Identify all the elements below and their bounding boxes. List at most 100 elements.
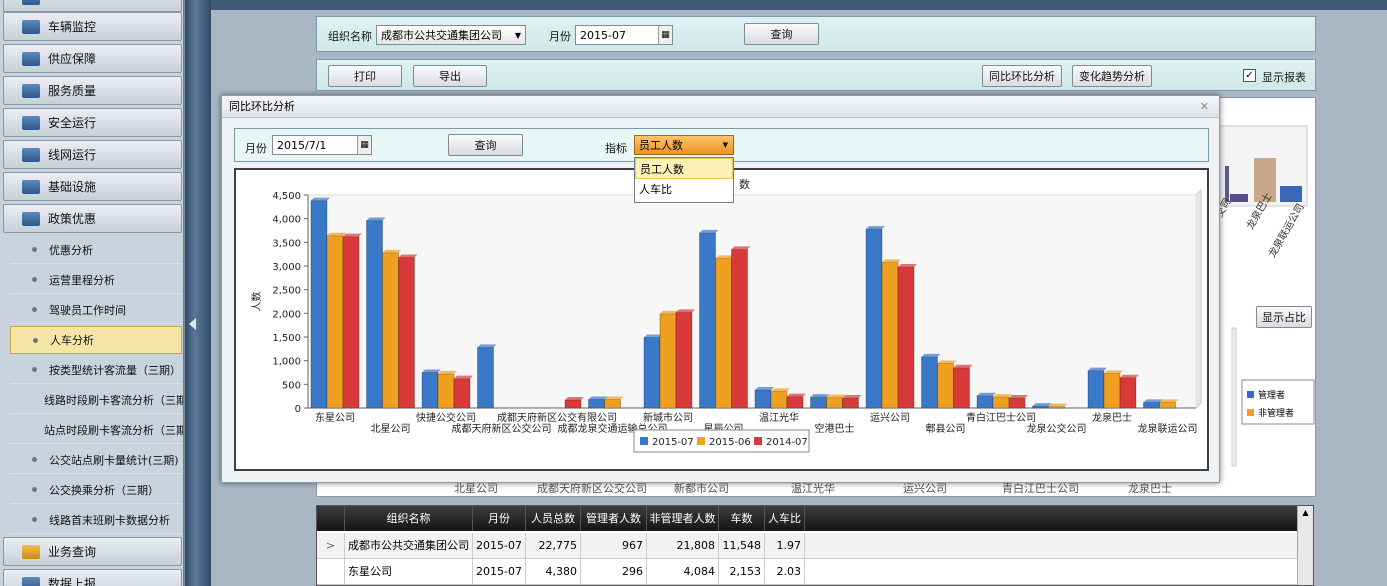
close-icon[interactable]: ✕ xyxy=(1199,100,1209,113)
sidebar-sub-item-active[interactable]: 人车分析 xyxy=(10,326,182,354)
table-header-cell[interactable]: 人车比 xyxy=(765,506,805,531)
bullet-icon xyxy=(32,487,37,492)
sidebar-item-infrastructure[interactable]: 基础设施 xyxy=(3,172,182,201)
sidebar-item-data-report[interactable]: 数据上报 xyxy=(3,569,182,586)
bar-top xyxy=(438,370,457,374)
bar-top xyxy=(366,217,386,221)
bar-top xyxy=(699,229,719,233)
monitor-icon xyxy=(22,19,40,34)
table-cell: 东星公司 xyxy=(345,559,473,585)
y-tick-label: 1,500 xyxy=(272,333,301,344)
y-tick-label: 2,000 xyxy=(272,309,301,320)
sidebar-item-top[interactable] xyxy=(3,0,182,12)
bar xyxy=(715,257,732,409)
y-tick-label: 500 xyxy=(282,380,301,391)
x-tick-label: 成都天府新区公交有限公司 xyxy=(497,411,617,424)
sidebar-sub-item[interactable]: 站点时段刷卡客流分析（三期） xyxy=(10,416,184,444)
sidebar-sub-item[interactable]: 优惠分析 xyxy=(10,236,182,264)
bg-x-label: 龙泉联运公司 xyxy=(1265,201,1306,259)
supply-icon xyxy=(22,51,40,66)
metric-select[interactable]: 员工人数 ▼ xyxy=(634,135,734,155)
sidebar-sub-item[interactable]: 线路时段刷卡客流分析（三期） xyxy=(10,386,183,414)
table-header-cell[interactable]: 月份 xyxy=(473,506,526,531)
dialog-title-bar[interactable]: 同比环比分析 xyxy=(222,96,1219,118)
query-button[interactable]: 查询 xyxy=(744,23,819,45)
bg-plot-area xyxy=(1231,327,1237,467)
table-row[interactable]: > 成都市公共交通集团公司 2015-07 22,775 967 21,808 … xyxy=(317,533,1297,559)
table-header-cell[interactable]: 车数 xyxy=(719,506,765,531)
sidebar-sub-item[interactable]: 线路首末班刷卡数据分析 xyxy=(10,506,182,534)
infrastructure-icon xyxy=(22,179,40,194)
bar xyxy=(881,261,899,409)
legend-swatch xyxy=(697,437,705,445)
bar-top xyxy=(715,255,735,259)
bar xyxy=(786,396,804,409)
sidebar-item-supply[interactable]: 供应保障 xyxy=(3,44,182,73)
bar xyxy=(865,228,883,409)
sidebar-item-vehicle-monitor[interactable]: 车辆监控 xyxy=(3,12,182,41)
scroll-up-icon[interactable]: ▲ xyxy=(1302,508,1309,517)
sidebar-item-network[interactable]: 线网运行 xyxy=(3,140,182,169)
table-header-cell[interactable]: 人员总数 xyxy=(526,506,581,531)
sidebar-sub-item[interactable]: 公交换乘分析（三期） xyxy=(10,476,182,504)
sidebar-item-policy[interactable]: 政策优惠 xyxy=(3,204,182,233)
sidebar-item-label: 服务质量 xyxy=(48,84,97,98)
bar-top xyxy=(731,246,751,250)
sidebar-sub-item[interactable]: 驾驶员工作时间 xyxy=(10,296,182,324)
sidebar-item-business-query[interactable]: 业务查询 xyxy=(3,537,182,566)
x-tick-label: 新城市公司 xyxy=(643,411,693,424)
org-select-value: 成都市公共交通集团公司 xyxy=(381,29,502,42)
x-tick-label: 郫县公司 xyxy=(926,422,966,435)
yoy-analysis-button[interactable]: 同比环比分析 xyxy=(982,65,1062,87)
dialog-month-input[interactable]: 2015/7/1 ▦ xyxy=(272,135,372,155)
chart-title-fragment: 数 xyxy=(739,178,750,191)
chevron-down-icon: ▼ xyxy=(722,141,728,149)
y-tick-label: 0 xyxy=(295,404,301,415)
bar-top xyxy=(826,394,846,398)
calendar-icon[interactable]: ▦ xyxy=(357,136,371,154)
network-icon xyxy=(22,147,40,162)
data-table: 组织名称 月份 人员总数 管理者人数 非管理者人数 车数 人车比 > 成都市公共… xyxy=(316,505,1314,586)
table-cell: 2,153 xyxy=(719,559,765,585)
bullet-icon xyxy=(32,517,37,522)
metric-option[interactable]: 人车比 xyxy=(639,183,672,196)
show-report-checkbox[interactable]: ✓ xyxy=(1243,69,1256,82)
sidebar-sub-item[interactable]: 运营里程分析 xyxy=(10,266,182,294)
dialog-query-button[interactable]: 查询 xyxy=(448,134,523,156)
print-button[interactable]: 打印 xyxy=(328,65,402,87)
table-scrollbar[interactable]: ▲ xyxy=(1297,506,1313,585)
plot-area xyxy=(307,194,1197,409)
table-row[interactable]: 东星公司 2015-07 4,380 296 4,084 2,153 2.03 xyxy=(317,559,1297,585)
bullet-icon xyxy=(32,307,37,312)
collapse-arrow-icon[interactable] xyxy=(189,318,196,330)
table-cell: 22,775 xyxy=(526,533,581,559)
x-tick-label: 北星公司 xyxy=(371,423,411,435)
metric-option[interactable]: 员工人数 xyxy=(635,158,733,179)
table-header-cell[interactable]: 非管理者人数 xyxy=(647,506,719,531)
trend-analysis-button[interactable]: 变化趋势分析 xyxy=(1072,65,1152,87)
show-ratio-button[interactable]: 显示占比 xyxy=(1256,306,1312,328)
table-header-cell xyxy=(317,506,345,531)
sidebar-sub-label: 人车分析 xyxy=(50,334,94,347)
table-cell: 2.03 xyxy=(765,559,805,585)
bar-top xyxy=(810,394,830,398)
bar xyxy=(1087,370,1105,409)
plot-depth xyxy=(1195,188,1202,409)
table-header-cell[interactable]: 管理者人数 xyxy=(581,506,647,531)
month-input-value: 2015-07 xyxy=(580,28,626,42)
sidebar-item-label: 安全运行 xyxy=(48,116,97,130)
sidebar-sub-item[interactable]: 按类型统计客流量（三期） xyxy=(10,356,182,384)
month-input[interactable]: 2015-07 ▦ xyxy=(575,25,673,45)
sidebar-sub-item[interactable]: 公交站点刷卡量统计(三期) xyxy=(10,446,182,474)
y-tick-label: 1,000 xyxy=(272,357,301,368)
sidebar-collapse-bar[interactable] xyxy=(185,0,211,586)
calendar-icon[interactable]: ▦ xyxy=(658,26,672,44)
sidebar-item-service[interactable]: 服务质量 xyxy=(3,76,182,105)
x-tick-label: 龙泉联运公司 xyxy=(1138,422,1198,435)
safety-icon xyxy=(22,115,40,130)
export-button[interactable]: 导出 xyxy=(413,65,487,87)
table-header-cell[interactable]: 组织名称 xyxy=(345,506,473,531)
sidebar-item-safety[interactable]: 安全运行 xyxy=(3,108,182,137)
sidebar-sub-label: 站点时段刷卡客流分析（三期） xyxy=(44,423,184,437)
org-select[interactable]: 成都市公共交通集团公司 ▼ xyxy=(376,25,526,45)
